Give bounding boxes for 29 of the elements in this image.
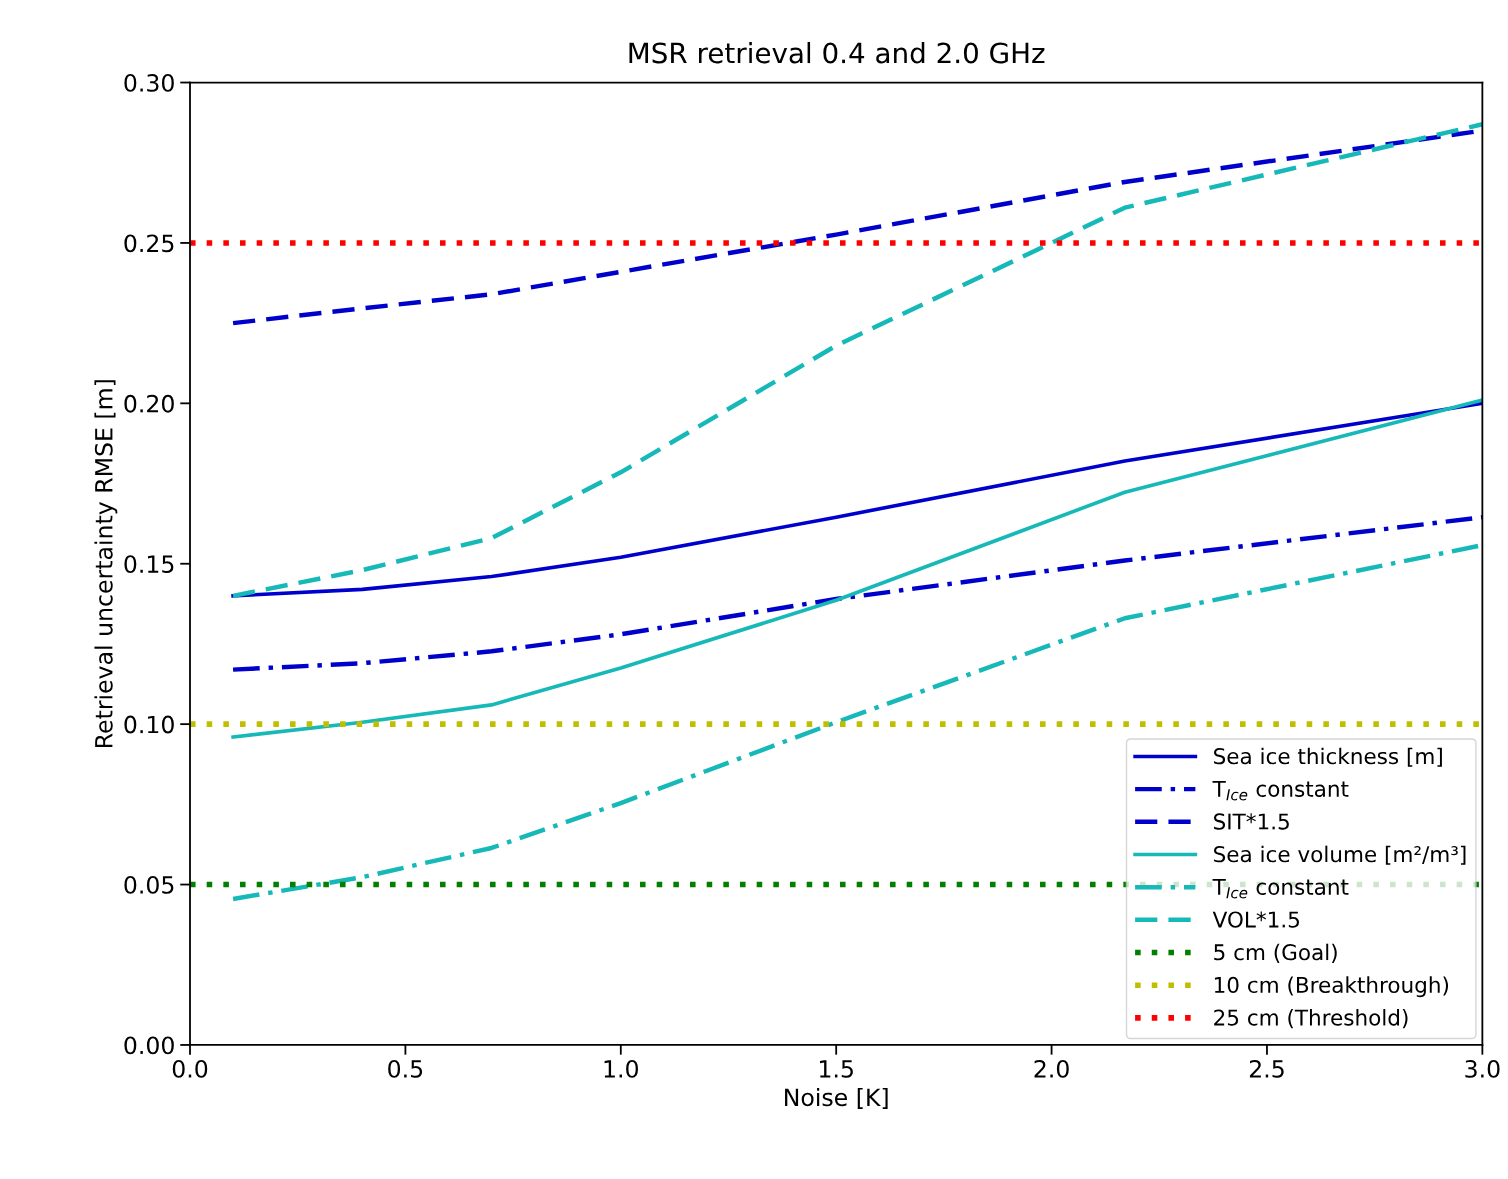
legend-label: 5 cm (Goal) [1214, 943, 1337, 963]
line-series [231, 401, 1483, 598]
x-tick-label: 1.5 [820, 1060, 853, 1078]
y-tick-label: 0.15 [124, 555, 174, 574]
legend-label: T$_{Ice}$ constant [1212, 780, 1349, 801]
y-tick-label: 0.30 [124, 73, 174, 92]
x-tick-label: 0.0 [172, 1059, 208, 1078]
y-tick-label: 0.25 [124, 234, 174, 253]
legend-label: Sea ice thickness [m] [1214, 747, 1442, 767]
y-tick-label: 0.10 [124, 715, 174, 734]
legend-label: SIT*1.5 [1214, 813, 1289, 830]
x-tick-label: 0.5 [388, 1059, 423, 1078]
x-axis-title: Noise [K] [785, 1087, 888, 1109]
y-tick-label: 0.00 [124, 1036, 174, 1055]
y-tick-label: 0.05 [124, 875, 174, 894]
legend-label: T$_{Ice}$ constant [1212, 878, 1349, 899]
y-axis-title: Retrieval uncertainty RMSE [m] [94, 380, 118, 748]
x-tick-label: 3.0 [1465, 1059, 1500, 1078]
line-series [230, 122, 1483, 599]
x-tick-label: 2.0 [1034, 1059, 1069, 1078]
x-tick-label: 1.0 [604, 1059, 638, 1078]
chart-title: MSR retrieval 0.4 and 2.0 GHz [629, 41, 1045, 64]
legend-label: Sea ice volume [m²/m³] [1214, 845, 1466, 865]
x-tick-label: 2.5 [1249, 1059, 1284, 1078]
legend-label: 10 cm (Breakthrough) [1214, 976, 1449, 998]
legend-label: 25 cm (Threshold) [1214, 1009, 1408, 1029]
y-tick-label: 0.20 [124, 394, 174, 413]
line-series [231, 398, 1483, 739]
legend-label: VOL*1.5 [1212, 911, 1299, 928]
